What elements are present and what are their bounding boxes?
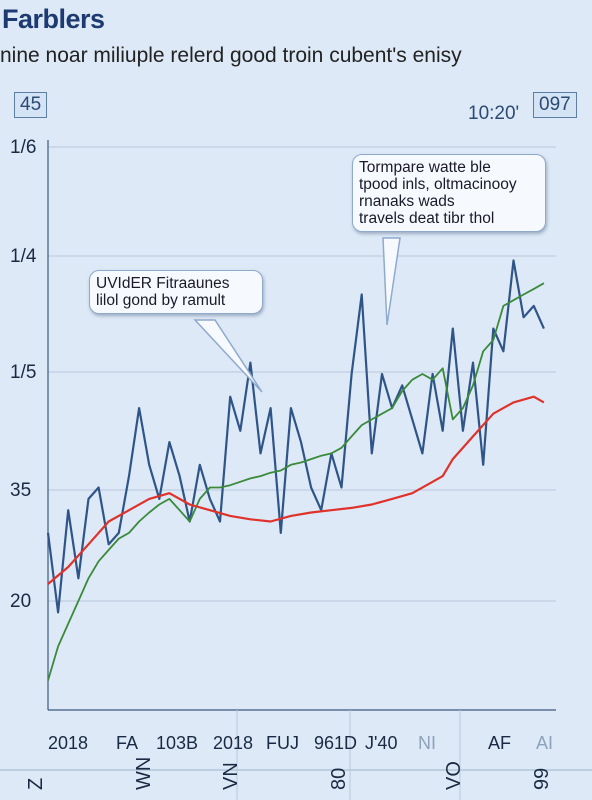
time-readout: 10:20' [468, 103, 520, 124]
annotation-callout-left: UVIdER Fitraaunes lilol gond by ramult [89, 270, 263, 314]
y-tick-label: 1/6 [10, 137, 36, 158]
callout-right-line: travels deat tibr thol [359, 210, 495, 227]
chart-subtitle: nine noar miliuple relerd good troin cub… [0, 44, 462, 67]
callout-right-line: rnanaks wads [359, 193, 455, 210]
chart-title: Farblers [2, 4, 105, 34]
x-tick-label: FUJ [266, 733, 299, 753]
bottom-tick-label: VN [220, 762, 242, 790]
bottom-tick-label: VO [443, 761, 465, 790]
bottom-tick-label: WN [133, 757, 155, 790]
bottom-tick-label: Z [25, 778, 47, 790]
x-tick-label: J'40 [365, 733, 397, 753]
callout-right-pointer [382, 237, 401, 326]
x-tick-label: AF [488, 733, 511, 753]
x-tick-label: NI [418, 733, 436, 753]
x-tick-label: FA [116, 733, 138, 753]
x-tick-label: 961D [314, 733, 357, 753]
x-tick-label: AI [536, 733, 553, 753]
annotation-callout-right: Tormpare watte ble tpood inls, oltmacino… [352, 154, 546, 232]
y-tick-label: 1/5 [10, 362, 36, 383]
series-line-red [47, 395, 545, 585]
series-line-blue [46, 259, 545, 614]
bottom-tick-label: 99 [531, 768, 553, 790]
callout-left-pointer [193, 319, 263, 393]
bottom-tick-label: 80 [328, 768, 350, 790]
y-tick-label: 1/4 [10, 246, 37, 267]
callout-right-line: tpood inls, oltmacinooy [359, 176, 517, 193]
x-tick-label: 2018 [213, 733, 253, 753]
callout-right-line: Tormpare watte ble [359, 159, 491, 176]
y-tick-label: 20 [10, 591, 31, 612]
series-line-green [47, 282, 545, 681]
corner-value-left: 45 [14, 92, 48, 118]
corner-value-right: 097 [533, 92, 577, 118]
x-tick-label: 2018 [48, 733, 88, 753]
y-tick-label: 35 [10, 480, 31, 501]
callout-left-line: UVIdER Fitraaunes [96, 275, 230, 292]
x-tick-label: 103B [156, 733, 198, 753]
callout-left-line: lilol gond by ramult [96, 292, 226, 309]
